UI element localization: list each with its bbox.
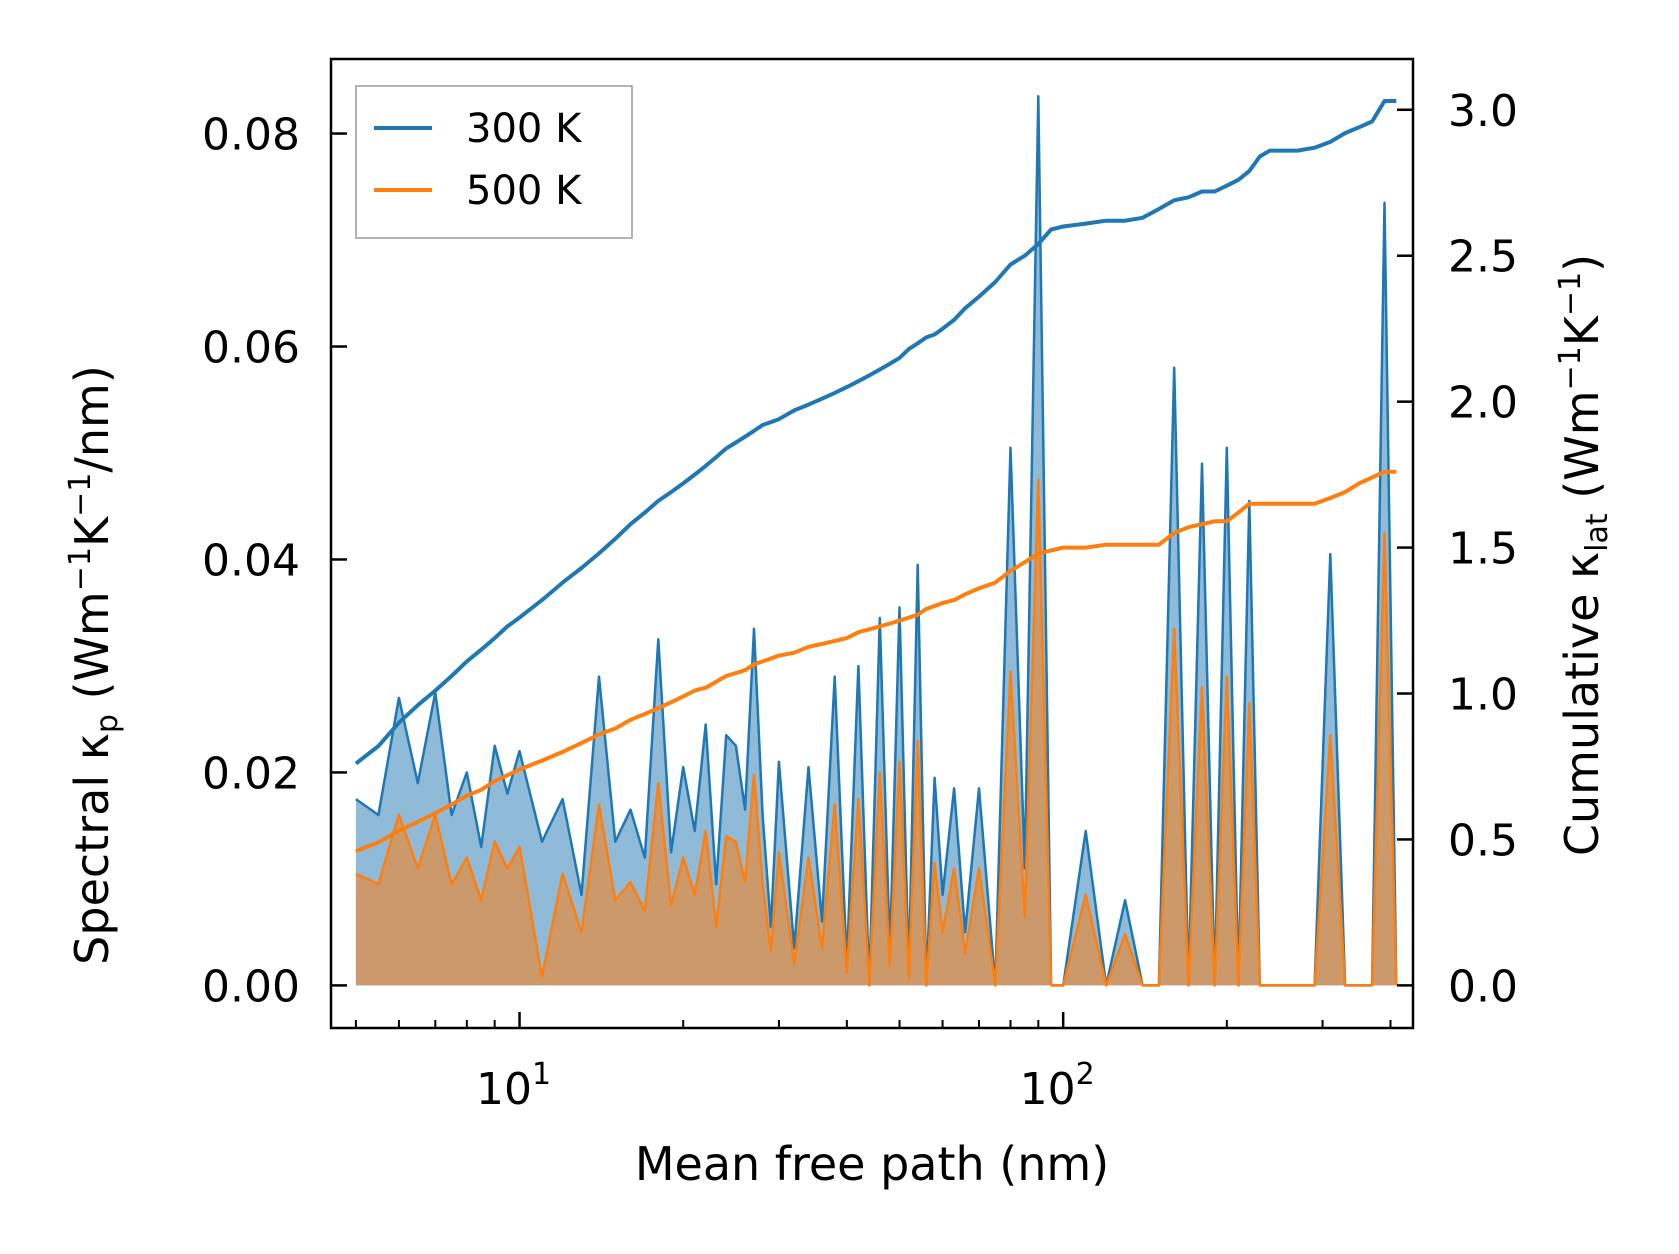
right-y-title-exp2: −1	[1553, 272, 1588, 316]
x-axis-title: Mean free path (nm)	[635, 1137, 1109, 1191]
right-y-tick-label: 3.0	[1448, 86, 1518, 137]
left-y-title-exp1: −1	[63, 547, 98, 591]
right-y-title-exp1: −1	[1553, 346, 1588, 390]
right-y-tick-label: 2.0	[1448, 378, 1518, 429]
spectral-lines	[355, 95, 1398, 987]
spectral-line-500k	[355, 478, 1398, 987]
right-y-title-unit-pre: (Wm	[1555, 390, 1609, 513]
legend-label-500k: 500 K	[466, 168, 583, 214]
right-y-tick-label: 0.0	[1448, 961, 1518, 1012]
left-y-title-unit-pre: (Wm	[65, 591, 119, 714]
x-axis-ticks: 101 102	[354, 1012, 1392, 1115]
cumulative-line-300k	[354, 99, 1397, 766]
x-tick-exp: 1	[532, 1057, 551, 1092]
left-y-tick-label: 0.08	[202, 110, 300, 161]
plot-area	[354, 95, 1398, 987]
left-y-axis-title: Spectral κp (Wm−1K−1/nm)	[63, 365, 125, 965]
left-y-title-sub: p	[90, 714, 125, 733]
right-y-tick-label: 0.5	[1448, 815, 1518, 866]
right-y-title-main: Cumulative κ	[1555, 552, 1609, 856]
spectral-fill-500k	[355, 479, 1397, 986]
left-y-tick-label: 0.02	[202, 748, 300, 799]
left-y-title-exp2: −1	[63, 473, 98, 517]
left-y-tick-label: 0.00	[202, 961, 300, 1012]
spectral-fills	[355, 96, 1397, 986]
x-tick-base: 10	[476, 1064, 532, 1115]
right-y-axis-ticks: 0.0 0.5 1.0 1.5 2.0 2.5 3.0	[1397, 86, 1518, 1012]
right-y-axis-title: Cumulative κlat (Wm−1K−1)	[1553, 254, 1615, 856]
plot-frame	[329, 57, 1415, 1030]
cumulative-line-500k	[355, 469, 1397, 853]
left-y-title-unit-post: /nm)	[65, 365, 119, 472]
right-y-title-sub: lat	[1580, 513, 1615, 552]
right-y-tick-label: 1.5	[1448, 524, 1518, 575]
spectral-line-300k	[355, 95, 1398, 987]
cumulative-lines	[354, 99, 1397, 853]
left-y-axis-ticks: 0.00 0.02 0.04 0.06 0.08	[202, 110, 347, 1012]
x-tick-label: 102	[1020, 1057, 1095, 1115]
right-y-title-unit-post: )	[1555, 254, 1609, 272]
x-tick-base: 10	[1020, 1064, 1076, 1115]
right-y-tick-label: 2.5	[1448, 232, 1518, 283]
legend-box	[355, 85, 633, 239]
right-y-title-mid: K	[1555, 314, 1609, 346]
legend: 300 K 500 K	[355, 85, 633, 239]
x-tick-label: 101	[476, 1057, 551, 1115]
right-y-tick-label: 1.0	[1448, 670, 1518, 721]
left-y-title-main: Spectral κ	[65, 733, 119, 965]
x-tick-exp: 2	[1076, 1057, 1095, 1092]
left-y-title-mid: K	[65, 515, 119, 547]
left-y-tick-label: 0.04	[202, 535, 300, 586]
left-y-tick-label: 0.06	[202, 323, 300, 374]
legend-label-300k: 300 K	[466, 106, 583, 152]
